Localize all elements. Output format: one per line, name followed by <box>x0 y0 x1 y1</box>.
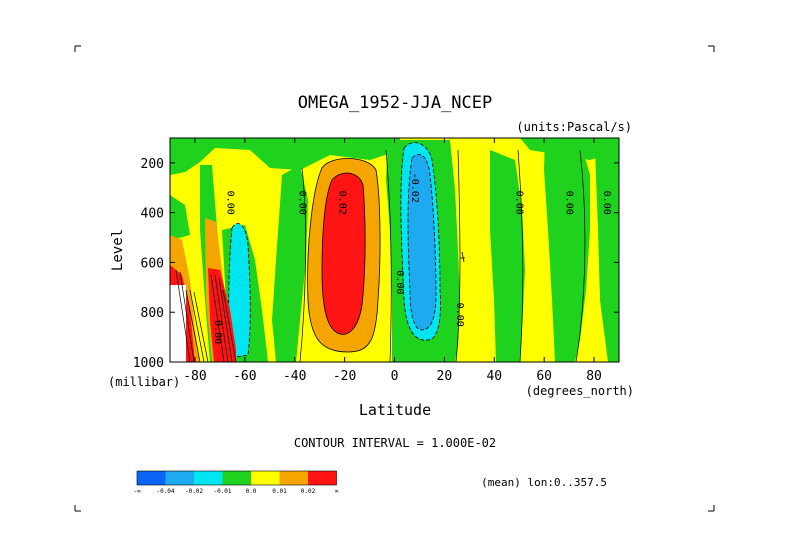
contour-value-label: 0.00 <box>564 191 575 215</box>
y-tick-label: 400 <box>141 207 164 222</box>
units-label: (units:Pascal/s) <box>516 120 632 134</box>
contour-interval-label: CONTOUR INTERVAL = 1.000E-02 <box>294 436 496 450</box>
contour-value-label: 0.00 <box>224 191 235 215</box>
y-tick-label: 800 <box>141 306 164 321</box>
legend-tick-label: ∞ <box>335 488 339 495</box>
x-tick-label: 40 <box>486 369 502 384</box>
contour-value-label: 0.00 <box>212 320 223 344</box>
x-tick-label: -60 <box>233 369 256 384</box>
x-axis-unit: (degrees_north) <box>526 384 634 398</box>
y-tick-label: 1000 <box>133 356 164 371</box>
green-region-left-edge <box>170 195 190 240</box>
legend-tick-label: -0.01 <box>213 488 231 495</box>
legend-frame <box>136 470 337 486</box>
legend-color-swatch <box>137 471 166 485</box>
y-tick-label: 200 <box>141 157 164 172</box>
x-tick-label: -80 <box>183 369 206 384</box>
green-region-top-left <box>170 138 400 175</box>
x-tick-label: 80 <box>586 369 602 384</box>
legend-tick-label: -0.04 <box>156 488 174 495</box>
x-tick-label: -20 <box>333 369 356 384</box>
contour-value-label: -0.02 <box>409 173 420 203</box>
legend-tick-label: 0.02 <box>301 488 316 495</box>
green-region-right-edge <box>595 145 619 362</box>
legend-tick-label: -0.02 <box>185 488 203 495</box>
contour-value-label: 0.00 <box>514 191 525 215</box>
x-tick-label: 0 <box>391 369 399 384</box>
contour-labels: 0.00 0.00 0.02 -0.02 0.00 0.00 0.00 0.00 0.00 0.0… <box>212 173 612 344</box>
y-axis: 200 400 600 800 1000 <box>133 157 619 371</box>
red-region-south <box>321 172 366 335</box>
contour-value-label: 0.00 <box>601 191 612 215</box>
y-axis-unit: (millibar) <box>108 375 180 389</box>
contour-value-label: 0.00 <box>454 303 465 327</box>
legend-color-swatch <box>165 471 194 485</box>
steep-contour-lines <box>175 269 237 363</box>
legend-tick-label: 0.01 <box>272 488 287 495</box>
legend-color-swatch <box>222 471 251 485</box>
zero-contours <box>299 149 586 363</box>
contour-value-label: 0.02 <box>337 191 348 215</box>
missing-data-region <box>170 285 186 362</box>
cyan-region-south-midlat <box>228 223 251 359</box>
x-tick-label: -40 <box>283 369 306 384</box>
y-axis-title: Level <box>110 229 126 271</box>
green-region-top-right <box>520 138 619 160</box>
green-region-nh-high <box>544 138 590 362</box>
small-green-patch <box>274 338 284 350</box>
chart-title: OMEGA_1952-JJA_NCEP <box>298 93 492 113</box>
legend-color-swatch <box>279 471 308 485</box>
x-axis-title: Latitude <box>359 401 431 419</box>
green-region-south-subtropics <box>272 165 308 362</box>
legend-tick-label: -∞ <box>133 488 141 495</box>
color-legend: -∞ -0.04 -0.02 -0.01 0.0 0.01 0.02 ∞ <box>133 470 339 495</box>
x-tick-label: 20 <box>437 369 453 384</box>
x-tick-label: 60 <box>536 369 552 384</box>
green-region-nh-midlat <box>490 150 525 362</box>
corner-marks <box>74 45 715 512</box>
legend-color-swatch <box>308 471 337 485</box>
x-axis: -80 -60 -40 -20 0 20 40 60 80 <box>183 138 602 384</box>
legend-color-swatch <box>251 471 280 485</box>
y-tick-label: 600 <box>141 256 164 271</box>
small-contour-fragment <box>460 251 465 263</box>
plot-area <box>169 137 620 363</box>
legend-tick-label: 0.0 <box>246 488 257 495</box>
blue-region-equator <box>407 154 437 331</box>
contour-value-label: 0.00 <box>394 270 405 294</box>
contour-value-label: 0.00 <box>297 191 308 215</box>
mean-longitude-note: (mean) lon:0..357.5 <box>481 476 607 489</box>
red-region-antarctic-2 <box>208 268 236 362</box>
legend-color-swatch <box>194 471 223 485</box>
